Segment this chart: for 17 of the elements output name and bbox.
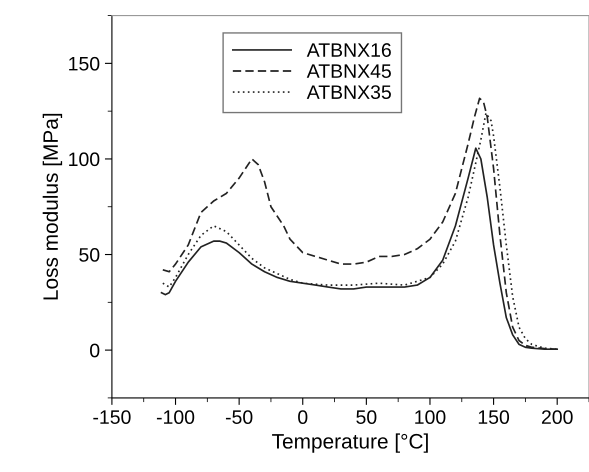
x-tick-label: -50 xyxy=(226,410,252,424)
x-tick-label: 200 xyxy=(542,410,573,424)
x-tick-label: 0 xyxy=(298,410,308,424)
legend-label: ATBNX35 xyxy=(306,85,391,100)
x-tick-label: 50 xyxy=(356,410,376,424)
y-tick-label: 150 xyxy=(69,56,100,71)
legend-label: ATBNX16 xyxy=(306,43,391,57)
x-tick-label: -100 xyxy=(156,410,194,424)
y-tick-label: 100 xyxy=(69,152,100,166)
x-tick-label: -150 xyxy=(93,410,131,424)
y-axis-title: Loss modulus [MPa] xyxy=(42,114,62,300)
legend-label: ATBNX45 xyxy=(306,64,391,78)
y-tick-label: 0 xyxy=(90,344,100,358)
x-axis-title: Temperature [°C] xyxy=(272,433,428,453)
x-tick-label: 150 xyxy=(478,410,510,424)
y-tick-label: 50 xyxy=(79,248,100,262)
x-tick-label: 100 xyxy=(415,410,446,424)
